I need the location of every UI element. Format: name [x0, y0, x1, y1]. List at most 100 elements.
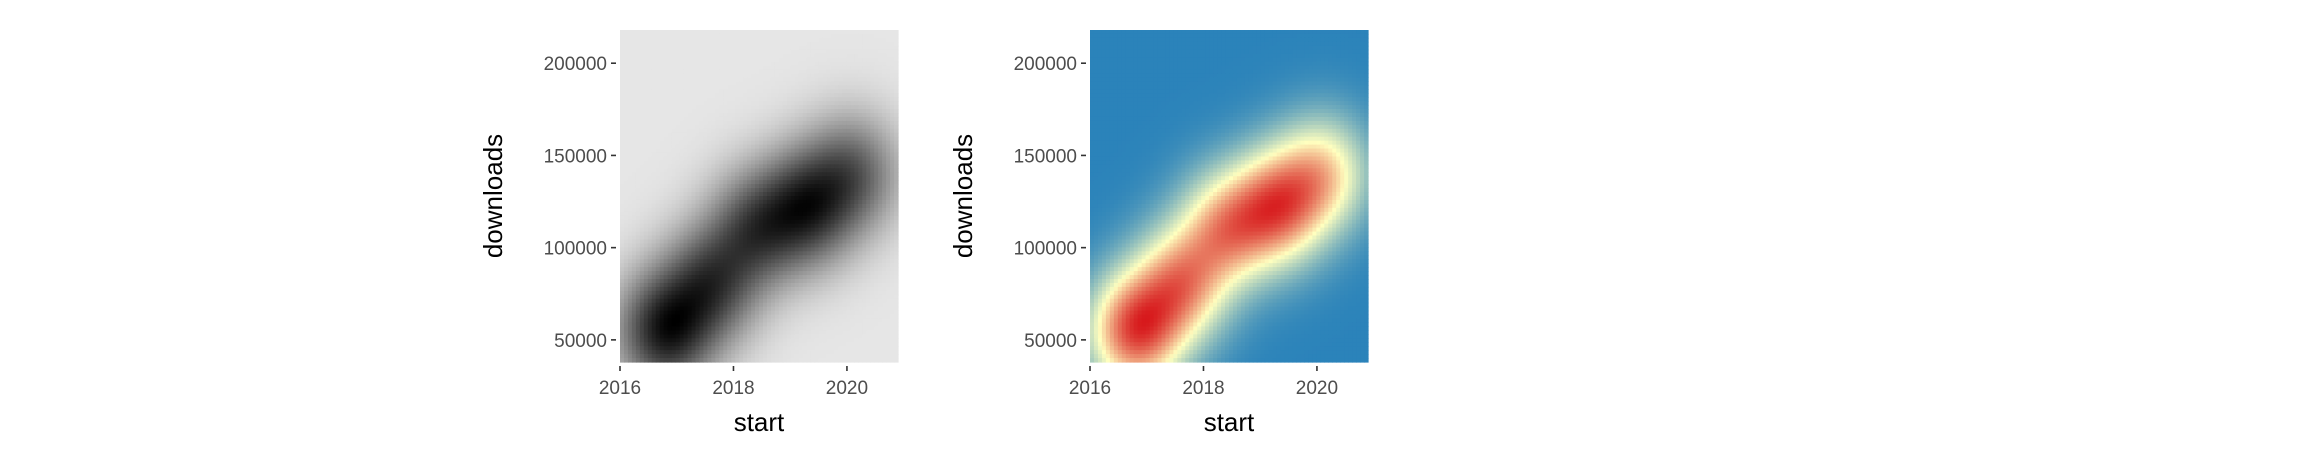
density-cell — [762, 113, 768, 118]
density-cell — [743, 164, 748, 169]
density-cell — [782, 41, 788, 47]
density-cell — [687, 211, 693, 217]
density-cell — [715, 109, 720, 114]
density-cell — [707, 235, 712, 241]
density-cell — [886, 279, 891, 284]
density-cell — [814, 120, 820, 126]
density-cell — [818, 306, 824, 312]
density-cell — [782, 81, 788, 86]
density-cell — [691, 132, 697, 138]
density-cell — [818, 97, 824, 102]
density-cell — [631, 168, 637, 173]
density-cell — [620, 239, 625, 245]
density-cell — [723, 164, 728, 169]
density-cell — [727, 73, 732, 79]
density-cell — [818, 223, 824, 229]
density-cell — [743, 128, 748, 134]
density-cell — [790, 302, 796, 308]
density-cell — [663, 124, 669, 130]
density-cell — [850, 207, 855, 213]
density-cell — [770, 61, 776, 67]
density-cell — [651, 57, 657, 63]
density-cell — [766, 128, 772, 134]
density-cell — [878, 37, 883, 43]
density-cell — [858, 156, 863, 162]
density-cell — [774, 219, 780, 225]
density-cell — [747, 152, 752, 158]
density-cell — [874, 61, 879, 67]
density-cell — [810, 53, 816, 59]
density-cell — [675, 294, 681, 300]
density-cell — [631, 306, 637, 312]
density-cell — [814, 116, 820, 122]
density-cell — [794, 69, 800, 75]
density-cell — [723, 105, 728, 110]
density-cell — [882, 282, 887, 288]
density-cell — [671, 57, 677, 63]
density-cell — [759, 65, 764, 71]
density-cell — [846, 144, 851, 150]
density-cell — [699, 65, 704, 71]
density-cell — [850, 164, 855, 169]
density-cell — [890, 207, 895, 213]
density-cell — [675, 251, 681, 256]
density-cell — [870, 199, 875, 205]
density-cell — [755, 219, 760, 225]
density-cell — [723, 57, 728, 63]
density-cell — [691, 172, 697, 177]
density-cell — [747, 69, 752, 75]
density-cell — [755, 239, 760, 245]
density-cell — [631, 227, 637, 233]
density-cell — [770, 275, 776, 280]
density-cell — [890, 294, 895, 300]
density-cell — [850, 37, 855, 43]
density-cell — [866, 267, 871, 272]
density-cell — [878, 116, 883, 122]
density-cell — [635, 215, 641, 221]
density-cell — [766, 41, 772, 47]
density-cell — [727, 116, 732, 122]
density-cell — [782, 73, 788, 79]
density-cell — [655, 176, 661, 181]
density-cell — [810, 211, 816, 217]
density-cell — [858, 132, 863, 138]
density-cell — [691, 282, 697, 288]
density-cell — [858, 192, 863, 197]
density-cell — [755, 271, 760, 276]
density-cell — [675, 298, 681, 304]
density-cell — [679, 148, 685, 154]
density-cell — [786, 69, 792, 75]
density-cell — [890, 164, 895, 169]
density-cell — [774, 223, 780, 229]
density-cell — [802, 255, 808, 260]
density-cell — [798, 290, 804, 296]
density-cell — [778, 259, 784, 264]
density-cell — [878, 192, 883, 197]
density-cell — [651, 105, 657, 110]
density-cell — [806, 144, 812, 150]
density-cell — [683, 306, 689, 312]
density-cell — [810, 203, 816, 209]
density-cell — [870, 65, 875, 71]
density-cell — [882, 69, 887, 75]
density-cell — [707, 128, 712, 134]
density-cell — [703, 93, 708, 98]
density-cell — [667, 251, 673, 256]
density-cell — [890, 247, 895, 252]
density-cell — [711, 207, 716, 213]
density-cell — [747, 128, 752, 134]
density-cell — [707, 81, 712, 86]
density-cell — [866, 41, 871, 47]
density-cell — [858, 255, 863, 260]
density-cell — [707, 33, 712, 39]
density-cell — [759, 41, 764, 47]
density-cell — [822, 243, 828, 248]
density-cell — [719, 302, 724, 308]
density-cell — [806, 168, 812, 173]
density-cell — [890, 267, 895, 272]
density-cell — [707, 136, 712, 142]
density-cell — [707, 53, 712, 59]
density-cell — [890, 227, 895, 233]
density-cell — [834, 73, 840, 79]
density-cell — [743, 275, 748, 280]
